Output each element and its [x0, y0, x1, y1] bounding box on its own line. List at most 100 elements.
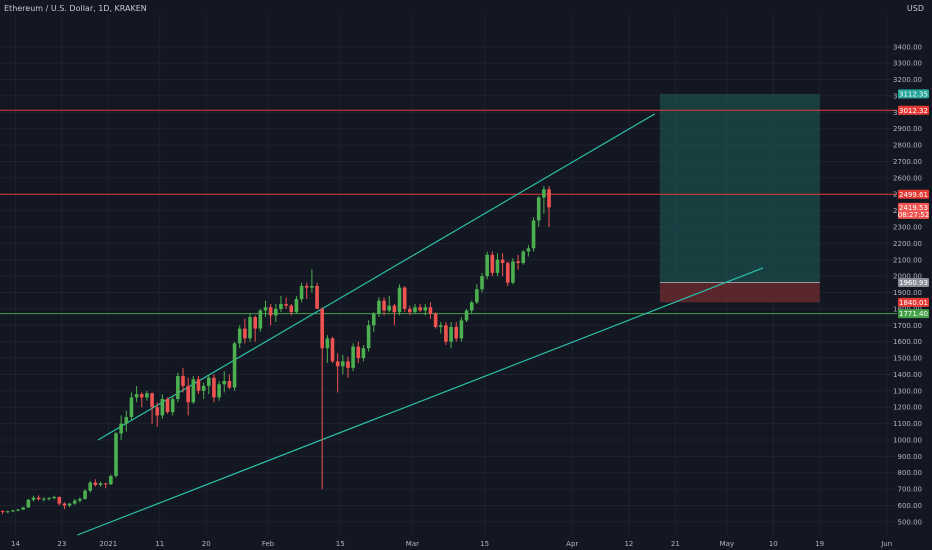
- position-tool[interactable]: [659, 93, 820, 303]
- candle: [294, 295, 299, 314]
- price-badge-label: 1771.40: [899, 310, 928, 318]
- candle-body: [542, 189, 546, 198]
- candle: [377, 297, 381, 318]
- candle-body: [243, 328, 247, 339]
- candle: [196, 376, 201, 395]
- candle: [83, 489, 87, 500]
- time-tick-label: 12: [624, 540, 633, 548]
- candle: [542, 186, 546, 214]
- candle-body: [52, 496, 56, 499]
- candle-body: [31, 497, 36, 500]
- time-tick-label: 10: [769, 540, 778, 548]
- price-tick-label: 2300.00: [893, 223, 922, 231]
- candle-body: [356, 346, 361, 359]
- candle-body: [227, 380, 232, 388]
- candle-body: [258, 310, 263, 329]
- candle-body: [438, 325, 443, 327]
- candle-body: [402, 287, 407, 309]
- candle-body: [330, 338, 335, 362]
- candle-body: [366, 325, 371, 349]
- candle: [155, 402, 160, 427]
- candle: [392, 303, 397, 326]
- price-tick-label: 2600.00: [893, 174, 922, 182]
- candle-body: [114, 433, 118, 477]
- price-badge-label: 3012.32: [899, 107, 928, 115]
- price-tick-label: 600.00: [898, 502, 923, 510]
- candle-body: [480, 276, 484, 290]
- candle: [315, 282, 319, 309]
- candle-body: [47, 498, 51, 500]
- candle: [284, 297, 288, 309]
- target-zone: [659, 93, 820, 283]
- price-badge: 1771.40: [898, 309, 929, 319]
- candle: [516, 254, 520, 270]
- candle-body: [490, 254, 495, 273]
- currency-unit-text: USD: [906, 4, 924, 13]
- price-tick-label: 500.00: [898, 518, 923, 526]
- candle: [134, 385, 139, 403]
- channel-trendlines: [77, 113, 764, 536]
- candle-body: [475, 289, 479, 303]
- candle: [186, 377, 190, 416]
- symbol-title: Ethereum / U.S. Dollar, 1D, KRAKEN: [4, 4, 147, 13]
- candle: [356, 341, 361, 363]
- candle-body: [310, 285, 314, 288]
- candle-body: [21, 507, 26, 510]
- price-badge: 2499.61: [898, 189, 929, 199]
- candle-body: [273, 308, 278, 316]
- candle: [341, 354, 345, 375]
- candle: [485, 251, 489, 280]
- candle: [248, 313, 252, 342]
- candle-body: [160, 399, 165, 416]
- candle-body: [387, 305, 392, 311]
- candle-body: [418, 307, 422, 311]
- candle: [217, 380, 221, 401]
- candle-body: [26, 499, 31, 508]
- candle: [11, 509, 15, 513]
- price-badge-bg: [898, 309, 929, 319]
- price-badge-label: 2499.61: [899, 191, 928, 199]
- candle-body: [201, 385, 206, 391]
- candle-body: [449, 326, 453, 342]
- candle-body: [536, 197, 541, 221]
- candle: [335, 353, 340, 393]
- candle: [206, 374, 211, 395]
- candle-body: [516, 261, 520, 264]
- candle: [98, 481, 103, 487]
- candle: [495, 253, 500, 277]
- candle: [454, 322, 459, 342]
- price-badge-bg: [898, 278, 929, 288]
- candle-body: [206, 377, 211, 386]
- candle-body: [413, 307, 417, 313]
- candle: [26, 498, 31, 508]
- candle: [371, 312, 376, 332]
- price-badge-label: 1960.93: [899, 279, 928, 287]
- candle-body: [505, 263, 510, 283]
- candle: [42, 497, 46, 502]
- candle-body: [428, 307, 433, 314]
- candle: [346, 356, 350, 378]
- candle-body: [454, 326, 459, 339]
- candle-body: [237, 328, 242, 344]
- candle-body: [67, 503, 72, 506]
- price-badge: 3112.35: [898, 89, 929, 99]
- candle-body: [423, 307, 428, 311]
- candle: [299, 282, 304, 303]
- candle: [191, 376, 196, 404]
- candle: [57, 496, 62, 506]
- candle: [459, 317, 464, 342]
- candle: [47, 496, 51, 501]
- candle-body: [98, 483, 103, 486]
- time-tick-label: Jun: [880, 540, 892, 548]
- price-badge: 1840.01: [898, 297, 929, 307]
- candle-body: [139, 394, 144, 398]
- currency-unit[interactable]: USD: [907, 4, 924, 13]
- candle-body: [232, 343, 237, 388]
- candle: [325, 335, 330, 363]
- time-tick-label: Feb: [262, 540, 275, 548]
- time-axis[interactable]: 14 23 2021 11 20 Feb 15 Mar 15 Apr 12 21 May 10 19 Jun: [11, 540, 892, 548]
- candle: [62, 502, 67, 510]
